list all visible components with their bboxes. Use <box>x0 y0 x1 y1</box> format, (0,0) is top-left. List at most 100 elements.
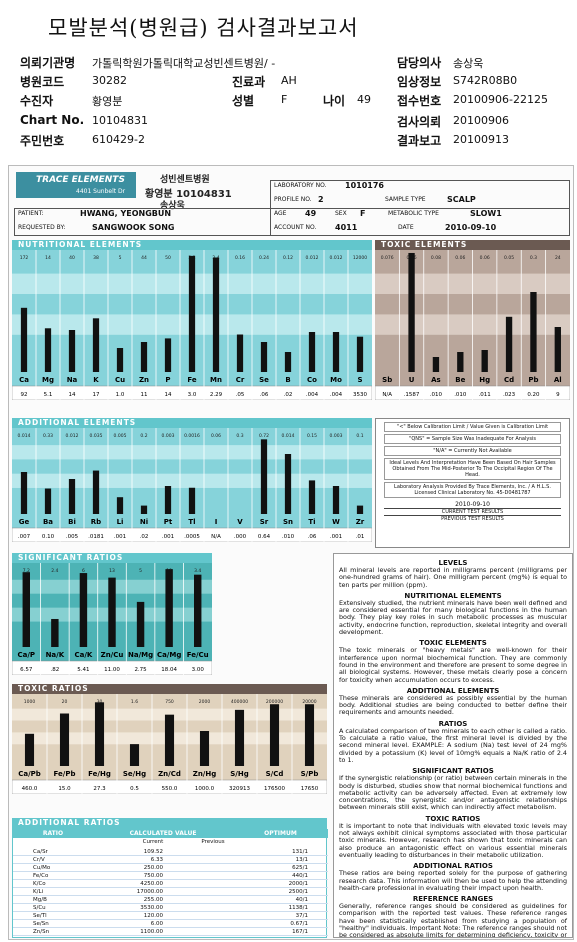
element-value: .001 <box>330 534 342 540</box>
element-value: .007 <box>18 534 31 540</box>
bar <box>356 505 364 514</box>
lab-address: 4401 Sunbelt Dr <box>76 188 126 195</box>
report-field-value: 49 <box>305 209 317 218</box>
element-symbol: S/Cd <box>266 770 284 778</box>
table-cell: Cu/Mo <box>33 865 51 871</box>
row-rule <box>13 935 328 936</box>
note-text: A calculated comparison of two minerals … <box>339 726 567 764</box>
bar <box>481 350 488 372</box>
element-symbol: Ni <box>140 518 148 526</box>
element-symbol: B <box>285 376 290 384</box>
note-heading: RATIOS <box>438 719 468 728</box>
bar <box>308 480 316 514</box>
table-subheader: Current <box>142 839 164 845</box>
scale-top: 0.06 <box>480 255 490 261</box>
field-value: 송상욱 <box>453 57 484 70</box>
note-text: Extensively studied, the nutrient minera… <box>339 598 567 637</box>
scale-top: 0.2 <box>140 433 147 439</box>
bar <box>194 574 202 647</box>
value-row <box>12 527 372 542</box>
legend-previous: PREVIOUS TEST RESULTS <box>384 515 561 522</box>
scale-top: 6 <box>82 568 85 574</box>
table-cell: 13/1 <box>295 857 308 863</box>
bar <box>188 487 196 514</box>
note-heading: NUTRITIONAL ELEMENTS <box>404 591 502 600</box>
element-value: .000 <box>234 534 247 540</box>
element-value: 460.0 <box>22 786 38 792</box>
element-value: .82 <box>50 667 59 673</box>
bar <box>116 348 124 372</box>
element-symbol: Pb <box>528 376 538 384</box>
bar <box>164 486 172 514</box>
field-label: 주민번호 <box>20 134 65 148</box>
table-cell: 17000.00 <box>136 889 163 895</box>
element-symbol: Zn <box>139 376 149 384</box>
section-title: SIGNIFICANT RATIOS <box>12 553 212 563</box>
bar <box>284 352 292 372</box>
row-rule <box>13 911 328 912</box>
bar <box>51 618 59 647</box>
element-value: 2.75 <box>134 667 147 673</box>
element-symbol: Li <box>117 518 124 526</box>
note-heading: TOXIC RATIOS <box>425 814 481 823</box>
field-label: 임상정보 <box>397 75 442 89</box>
bar <box>44 488 52 514</box>
element-value: 14 <box>69 392 76 398</box>
element-value: .02 <box>284 392 293 398</box>
bar <box>79 573 88 647</box>
scale-top: 400000 <box>231 699 248 705</box>
report-field-label: LABORATORY NO. <box>274 182 327 189</box>
element-value: 320913 <box>229 786 250 792</box>
element-symbol: Cd <box>504 376 514 384</box>
table-cell: 625/1 <box>292 865 308 871</box>
bar <box>92 470 100 514</box>
table-cell: Se/Sn <box>33 921 49 927</box>
element-symbol: Zn/Cd <box>158 770 181 778</box>
lab-logo: TRACE ELEMENTS 4401 Sunbelt Dr <box>16 172 136 198</box>
element-symbol: Co <box>307 376 317 384</box>
bar <box>44 328 52 372</box>
scale-top: 2.4 <box>51 568 58 574</box>
element-symbol: Mn <box>210 376 222 384</box>
row-rule <box>13 895 328 896</box>
scale-top: 0.3 <box>236 433 243 439</box>
handwritten-note: 송상욱 <box>160 201 185 211</box>
scale-top: 0.15 <box>307 433 317 439</box>
row-rule <box>13 927 328 928</box>
element-symbol: Sb <box>382 376 392 384</box>
bar <box>356 336 364 372</box>
element-value: .004 <box>330 392 343 398</box>
scale-top: 0.1 <box>356 433 363 439</box>
scale-top: 172 <box>20 255 29 261</box>
row-rule <box>13 903 328 904</box>
element-symbol: Hg <box>479 376 490 384</box>
table-cell: Fe/Co <box>33 873 49 879</box>
bar <box>284 454 292 514</box>
scale-top: 1.6 <box>131 699 138 705</box>
reference-band <box>12 473 372 488</box>
section-title: ADDITIONAL RATIOS <box>12 818 327 828</box>
bar <box>505 316 513 372</box>
element-value: 0.64 <box>258 534 271 540</box>
scale-top: 0.0016 <box>184 433 200 439</box>
bar <box>116 497 124 514</box>
element-symbol: Pt <box>164 518 173 526</box>
bar-chart: 0.076SbN/A0.16U.15870.08As.0100.06Be.010… <box>375 250 570 400</box>
element-symbol: V <box>237 518 243 526</box>
table-cell: 109.52 <box>143 849 163 855</box>
field-value: F <box>281 93 288 106</box>
report-field-label: PATIENT: <box>18 210 44 217</box>
table-cell: S/Cu <box>33 905 46 911</box>
field-value: 610429-2 <box>92 133 145 146</box>
element-value: 17 <box>93 392 100 398</box>
table-cell: 4250.00 <box>140 881 163 887</box>
field-label: 담당의사 <box>397 56 442 70</box>
bar <box>236 334 244 372</box>
scale-top: 0.012 <box>306 255 319 261</box>
bar <box>164 714 175 766</box>
table-cell: Cr/V <box>33 857 45 863</box>
element-value: .005 <box>66 534 79 540</box>
handwritten-note: 성빈센트병원 <box>160 175 210 185</box>
element-value: .0005 <box>184 534 200 540</box>
table-cell: 440/1 <box>292 873 308 879</box>
